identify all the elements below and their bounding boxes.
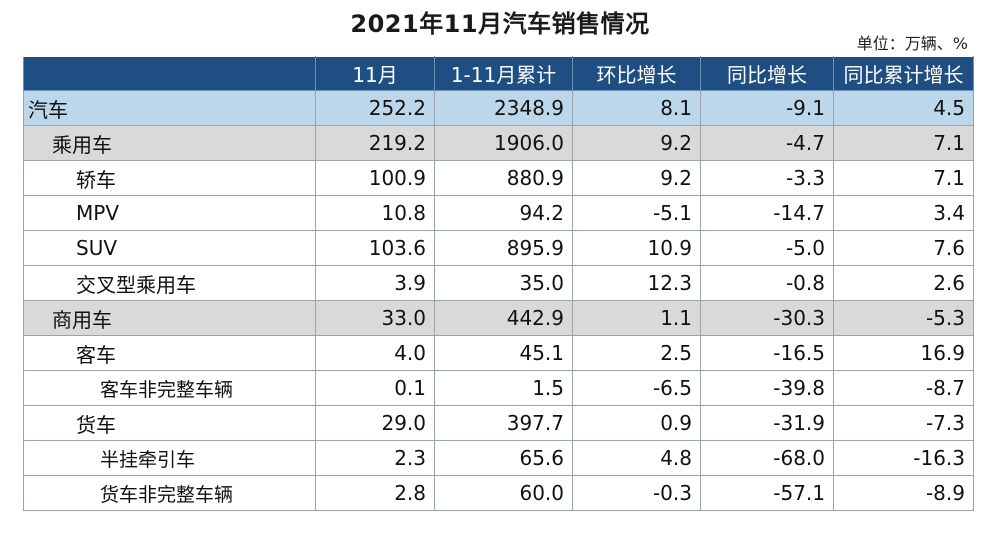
value-cell: -0.3 bbox=[572, 475, 701, 511]
value-cell: -14.7 bbox=[700, 195, 834, 231]
value-cell: 100.9 bbox=[315, 160, 435, 196]
row-label: MPV bbox=[23, 195, 316, 231]
value-cell: 29.0 bbox=[315, 405, 435, 441]
value-cell: 1906.0 bbox=[434, 125, 573, 161]
value-cell: 1.1 bbox=[572, 300, 701, 336]
value-cell: 0.9 bbox=[572, 405, 701, 441]
value-cell: 103.6 bbox=[315, 230, 435, 266]
value-cell: 3.9 bbox=[315, 265, 435, 301]
value-cell: 10.8 bbox=[315, 195, 435, 231]
value-cell: -3.3 bbox=[700, 160, 834, 196]
value-cell: 880.9 bbox=[434, 160, 573, 196]
value-cell: -31.9 bbox=[700, 405, 834, 441]
value-cell: 219.2 bbox=[315, 125, 435, 161]
header-cell: 11月 bbox=[315, 56, 435, 91]
value-cell: 65.6 bbox=[434, 440, 573, 476]
unit-note: 单位：万辆、% bbox=[856, 34, 968, 53]
value-cell: 4.5 bbox=[833, 90, 974, 126]
row-label: 货车非完整车辆 bbox=[23, 475, 316, 511]
row-label: SUV bbox=[23, 230, 316, 266]
value-cell: 4.0 bbox=[315, 335, 435, 371]
row-label: 半挂牵引车 bbox=[23, 440, 316, 476]
header-cell-blank bbox=[23, 56, 316, 91]
value-cell: 33.0 bbox=[315, 300, 435, 336]
value-cell: 1.5 bbox=[434, 370, 573, 406]
value-cell: -16.5 bbox=[700, 335, 834, 371]
sales-table: 11月 1-11月累计 环比增长 同比增长 同比累计增长 汽车 252.2 2348.9 8.… bbox=[23, 56, 974, 511]
row-label: 货车 bbox=[23, 405, 316, 441]
table-row: SUV 103.6 895.9 10.9 -5.0 7.6 bbox=[23, 230, 974, 266]
table-row: 客车 4.0 45.1 2.5 -16.5 16.9 bbox=[23, 335, 974, 371]
value-cell: -0.8 bbox=[700, 265, 834, 301]
value-cell: 7.6 bbox=[833, 230, 974, 266]
header-cell: 1-11月累计 bbox=[434, 56, 573, 91]
value-cell: 12.3 bbox=[572, 265, 701, 301]
value-cell: -5.0 bbox=[700, 230, 834, 266]
value-cell: -7.3 bbox=[833, 405, 974, 441]
value-cell: 45.1 bbox=[434, 335, 573, 371]
table-row: 客车非完整车辆 0.1 1.5 -6.5 -39.8 -8.7 bbox=[23, 370, 974, 406]
table-header-row: 11月 1-11月累计 环比增长 同比增长 同比累计增长 bbox=[23, 56, 974, 91]
value-cell: -9.1 bbox=[700, 90, 834, 126]
table-body: 汽车 252.2 2348.9 8.1 -9.1 4.5 乘用车 219.2 1906.0 9.2… bbox=[23, 90, 974, 511]
value-cell: 35.0 bbox=[434, 265, 573, 301]
value-cell: -5.1 bbox=[572, 195, 701, 231]
row-label: 轿车 bbox=[23, 160, 316, 196]
value-cell: -8.7 bbox=[833, 370, 974, 406]
row-label: 客车 bbox=[23, 335, 316, 371]
value-cell: 2.5 bbox=[572, 335, 701, 371]
value-cell: -68.0 bbox=[700, 440, 834, 476]
value-cell: -4.7 bbox=[700, 125, 834, 161]
value-cell: 9.2 bbox=[572, 125, 701, 161]
value-cell: 3.4 bbox=[833, 195, 974, 231]
row-label: 乘用车 bbox=[23, 125, 316, 161]
value-cell: 252.2 bbox=[315, 90, 435, 126]
value-cell: -16.3 bbox=[833, 440, 974, 476]
table-row: 轿车 100.9 880.9 9.2 -3.3 7.1 bbox=[23, 160, 974, 196]
value-cell: -6.5 bbox=[572, 370, 701, 406]
table-row: MPV 10.8 94.2 -5.1 -14.7 3.4 bbox=[23, 195, 974, 231]
value-cell: 397.7 bbox=[434, 405, 573, 441]
value-cell: -8.9 bbox=[833, 475, 974, 511]
value-cell: 16.9 bbox=[833, 335, 974, 371]
header-cell: 同比增长 bbox=[700, 56, 834, 91]
value-cell: -39.8 bbox=[700, 370, 834, 406]
value-cell: 7.1 bbox=[833, 160, 974, 196]
value-cell: 7.1 bbox=[833, 125, 974, 161]
page-title: 2021年11月汽车销售情况 bbox=[350, 10, 650, 38]
value-cell: 2.8 bbox=[315, 475, 435, 511]
value-cell: 2.3 bbox=[315, 440, 435, 476]
table-row: 商用车 33.0 442.9 1.1 -30.3 -5.3 bbox=[23, 300, 974, 336]
row-label: 客车非完整车辆 bbox=[23, 370, 316, 406]
value-cell: 8.1 bbox=[572, 90, 701, 126]
value-cell: 94.2 bbox=[434, 195, 573, 231]
table-row: 货车非完整车辆 2.8 60.0 -0.3 -57.1 -8.9 bbox=[23, 475, 974, 511]
value-cell: 9.2 bbox=[572, 160, 701, 196]
header-cell: 环比增长 bbox=[572, 56, 701, 91]
value-cell: -57.1 bbox=[700, 475, 834, 511]
header-cell: 同比累计增长 bbox=[833, 56, 974, 91]
row-label: 汽车 bbox=[23, 90, 316, 126]
value-cell: -30.3 bbox=[700, 300, 834, 336]
table-row: 乘用车 219.2 1906.0 9.2 -4.7 7.1 bbox=[23, 125, 974, 161]
table-row: 半挂牵引车 2.3 65.6 4.8 -68.0 -16.3 bbox=[23, 440, 974, 476]
value-cell: 60.0 bbox=[434, 475, 573, 511]
row-label: 商用车 bbox=[23, 300, 316, 336]
table-row: 汽车 252.2 2348.9 8.1 -9.1 4.5 bbox=[23, 90, 974, 126]
value-cell: 2348.9 bbox=[434, 90, 573, 126]
row-label: 交叉型乘用车 bbox=[23, 265, 316, 301]
value-cell: 4.8 bbox=[572, 440, 701, 476]
table-row: 交叉型乘用车 3.9 35.0 12.3 -0.8 2.6 bbox=[23, 265, 974, 301]
value-cell: 442.9 bbox=[434, 300, 573, 336]
value-cell: 2.6 bbox=[833, 265, 974, 301]
table-row: 货车 29.0 397.7 0.9 -31.9 -7.3 bbox=[23, 405, 974, 441]
value-cell: 10.9 bbox=[572, 230, 701, 266]
value-cell: 895.9 bbox=[434, 230, 573, 266]
value-cell: 0.1 bbox=[315, 370, 435, 406]
value-cell: -5.3 bbox=[833, 300, 974, 336]
